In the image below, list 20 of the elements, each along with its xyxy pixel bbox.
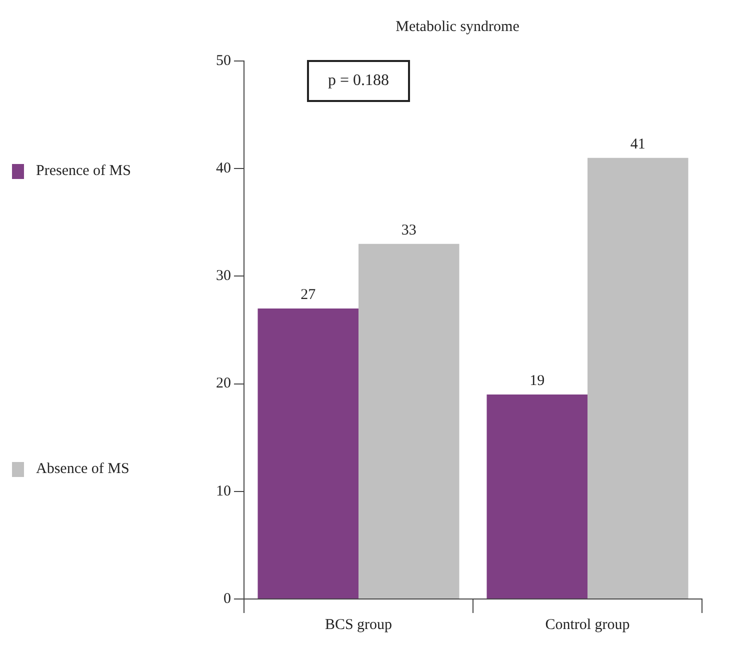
x-tick-label: BCS group (324, 616, 392, 633)
y-tick-label: 40 (216, 160, 231, 177)
data-label: 19 (530, 372, 545, 389)
x-tick-label: Control group (545, 616, 630, 633)
y-tick-label: 30 (216, 268, 231, 284)
y-tick-label: 10 (216, 483, 231, 500)
y-tick-label: 50 (216, 52, 231, 69)
bar (258, 308, 358, 598)
data-label: 33 (401, 222, 416, 238)
legend-label: Absence of MS (36, 461, 130, 478)
y-tick-label: 20 (216, 376, 231, 392)
data-label: 27 (300, 286, 316, 303)
legend-label: Presence of MS (36, 163, 131, 180)
y-tick-label: 0 (224, 590, 231, 607)
bar (486, 394, 588, 598)
chart-title: Metabolic syndrome (396, 18, 520, 35)
annotation: p = 0.188 (328, 72, 390, 90)
bar (588, 158, 688, 598)
bar (358, 244, 460, 598)
data-label: 41 (630, 136, 646, 152)
